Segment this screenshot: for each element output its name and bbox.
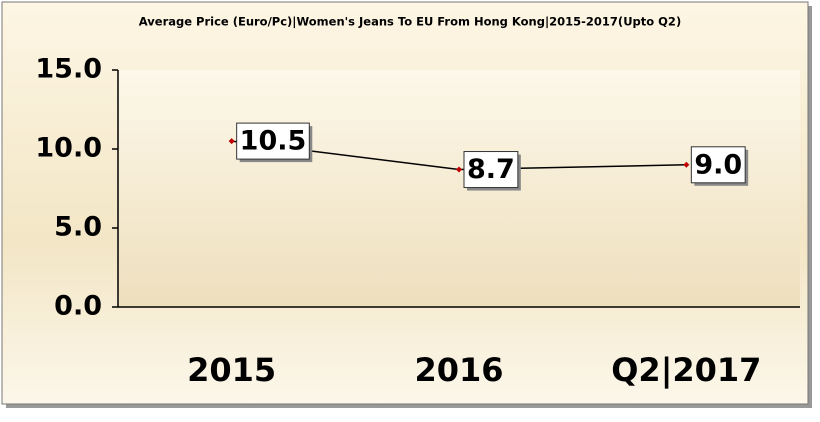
data-label-box xyxy=(236,122,310,160)
x-tick-label: Q2|2017 xyxy=(611,351,761,390)
chart-title: Average Price (Euro/Pc)|Women's Jeans To… xyxy=(139,15,681,29)
y-tick-label: 0.0 xyxy=(54,291,102,322)
marker xyxy=(228,138,235,145)
plot-area xyxy=(118,70,800,307)
data-label-box xyxy=(463,151,519,189)
y-tick-label: 15.0 xyxy=(35,54,102,85)
x-tick-label: 2016 xyxy=(414,351,503,389)
y-tick-label: 5.0 xyxy=(54,212,102,243)
data-label-box xyxy=(690,146,746,184)
x-tick-label: 2015 xyxy=(187,351,276,389)
y-tick-label: 10.0 xyxy=(35,133,102,164)
data-label: 8.7 xyxy=(467,154,515,185)
data-label: 10.5 xyxy=(240,126,307,157)
marker xyxy=(683,161,690,168)
marker xyxy=(456,166,462,173)
data-label: 9.0 xyxy=(694,149,742,180)
